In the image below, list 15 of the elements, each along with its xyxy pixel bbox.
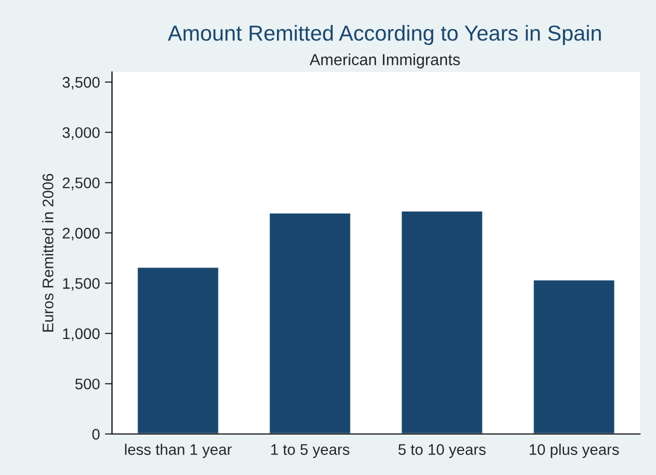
chart-title: Amount Remitted According to Years in Spain <box>168 24 601 46</box>
y-tick-label: 3,000 <box>62 127 100 140</box>
y-tick-label: 500 <box>75 378 100 390</box>
x-tick-label: 1 to 5 years <box>271 444 350 458</box>
x-tick-label: less than 1 year <box>125 444 232 458</box>
y-tick-label: 0 <box>92 428 100 440</box>
x-tick-label: 5 to 10 years <box>398 444 486 458</box>
y-axis-title: Euros Remitted in 2006 <box>42 174 54 332</box>
y-tick-label: 2,000 <box>62 228 100 240</box>
y-tick-label: 1,500 <box>63 278 100 291</box>
y-tick-label: 1,000 <box>63 328 100 341</box>
chart-subtitle: American Immigrants <box>310 54 460 68</box>
y-tick-label: 2,500 <box>62 177 100 190</box>
y-tick-label: 3,500 <box>62 76 100 90</box>
x-tick-label: 10 plus years <box>530 444 619 458</box>
